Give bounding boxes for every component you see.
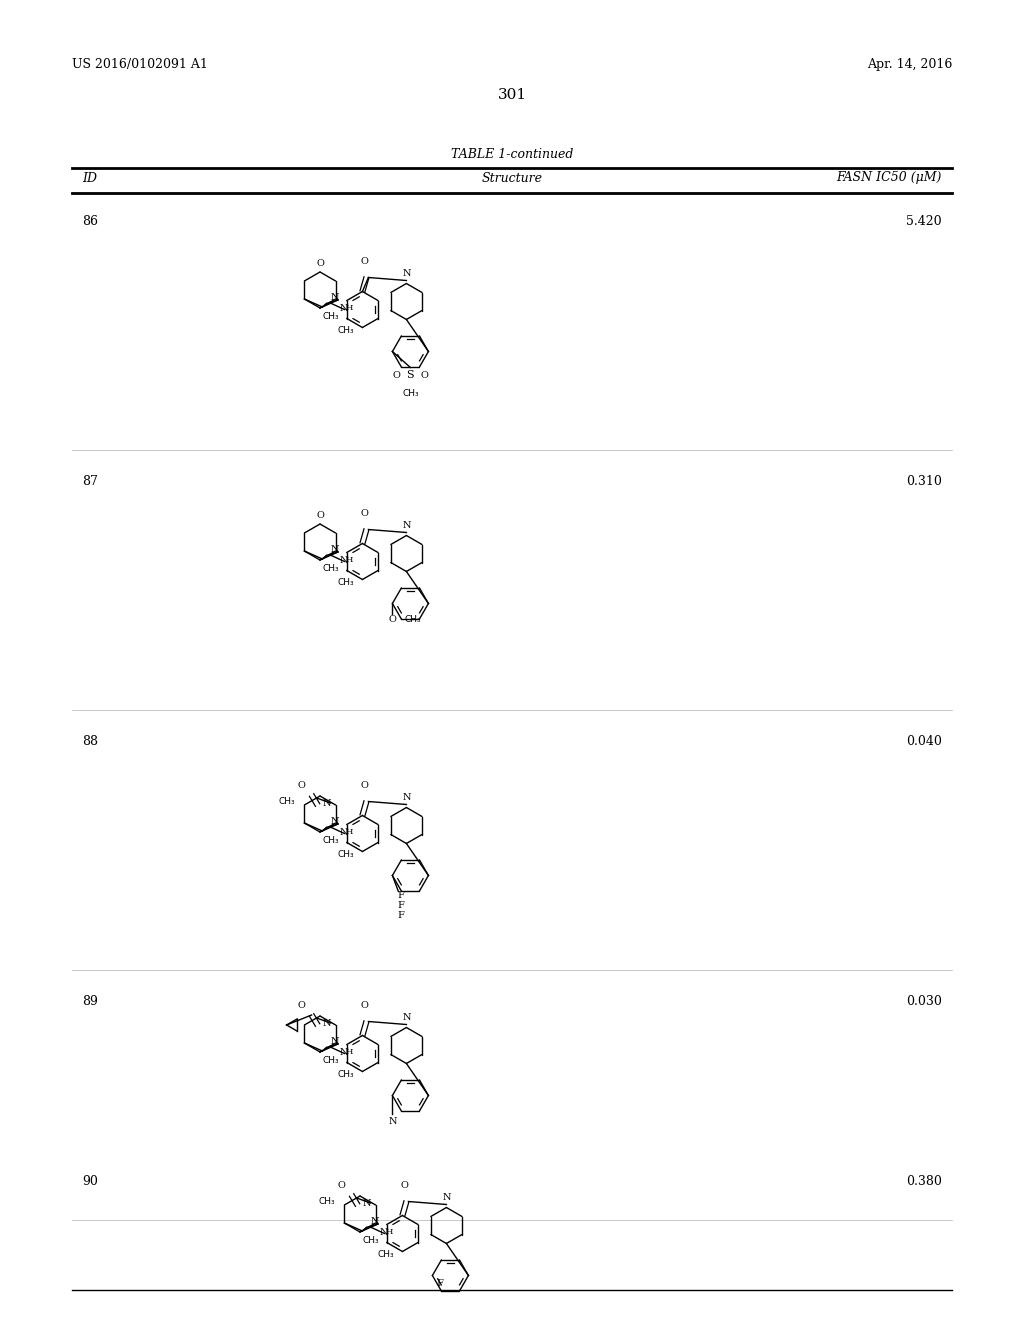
- Text: N: N: [331, 817, 339, 825]
- Text: 0.380: 0.380: [906, 1175, 942, 1188]
- Text: O: O: [316, 259, 324, 268]
- Text: O: O: [316, 511, 324, 520]
- Text: H: H: [346, 1048, 353, 1056]
- Text: 87: 87: [82, 475, 98, 488]
- Text: CH₃: CH₃: [404, 615, 421, 624]
- Text: N: N: [380, 1228, 388, 1237]
- Text: F: F: [397, 902, 403, 909]
- Text: F: F: [397, 911, 403, 920]
- Text: O: O: [360, 508, 369, 517]
- Text: N: N: [402, 1014, 411, 1023]
- Text: N: N: [340, 828, 348, 837]
- Text: 301: 301: [498, 88, 526, 102]
- Text: F: F: [397, 891, 403, 900]
- Text: N: N: [340, 304, 348, 313]
- Text: N: N: [323, 799, 331, 808]
- Text: FASN IC50 (μM): FASN IC50 (μM): [837, 172, 942, 185]
- Text: 5.420: 5.420: [906, 215, 942, 228]
- Text: CH₃: CH₃: [362, 1236, 379, 1245]
- Text: H: H: [346, 304, 353, 312]
- Text: CH₃: CH₃: [323, 564, 339, 573]
- Text: N: N: [402, 521, 411, 531]
- Text: N: N: [371, 1217, 379, 1225]
- Text: US 2016/0102091 A1: US 2016/0102091 A1: [72, 58, 208, 71]
- Text: O: O: [360, 256, 369, 265]
- Text: 0.030: 0.030: [906, 995, 942, 1008]
- Text: O: O: [360, 780, 369, 789]
- Text: N: N: [340, 556, 348, 565]
- Text: ID: ID: [82, 172, 97, 185]
- Text: CH₃: CH₃: [338, 326, 354, 335]
- Text: O: O: [421, 371, 428, 380]
- Text: O: O: [298, 780, 305, 789]
- Text: CH₃: CH₃: [378, 1250, 394, 1259]
- Text: N: N: [402, 793, 411, 803]
- Text: H: H: [386, 1228, 393, 1236]
- Text: O: O: [360, 1001, 369, 1010]
- Text: 88: 88: [82, 735, 98, 748]
- Text: 90: 90: [82, 1175, 98, 1188]
- Text: N: N: [331, 544, 339, 553]
- Text: TABLE 1-continued: TABLE 1-continued: [451, 148, 573, 161]
- Text: O: O: [400, 1180, 409, 1189]
- Text: F: F: [436, 1279, 443, 1288]
- Text: 0.040: 0.040: [906, 735, 942, 748]
- Text: N: N: [402, 269, 411, 279]
- Text: N: N: [388, 1118, 396, 1126]
- Text: N: N: [442, 1193, 451, 1203]
- Text: CH₃: CH₃: [323, 836, 339, 845]
- Text: CH₃: CH₃: [338, 850, 354, 859]
- Text: H: H: [346, 828, 353, 836]
- Text: CH₃: CH₃: [318, 1196, 336, 1205]
- Text: N: N: [331, 1036, 339, 1045]
- Text: N: N: [340, 1048, 348, 1057]
- Text: CH₃: CH₃: [279, 796, 296, 805]
- Text: N: N: [331, 293, 339, 301]
- Text: 89: 89: [82, 995, 98, 1008]
- Text: O: O: [338, 1180, 345, 1189]
- Text: O: O: [388, 615, 396, 624]
- Text: O: O: [298, 1001, 305, 1010]
- Text: CH₃: CH₃: [323, 312, 339, 321]
- Text: CH₃: CH₃: [338, 578, 354, 587]
- Text: CH₃: CH₃: [323, 1056, 339, 1065]
- Text: O: O: [392, 371, 400, 380]
- Text: S: S: [407, 371, 415, 380]
- Text: N: N: [323, 1019, 331, 1027]
- Text: N: N: [362, 1199, 371, 1208]
- Text: 86: 86: [82, 215, 98, 228]
- Text: H: H: [346, 556, 353, 564]
- Text: Structure: Structure: [481, 172, 543, 185]
- Text: CH₃: CH₃: [402, 389, 419, 399]
- Text: 0.310: 0.310: [906, 475, 942, 488]
- Text: CH₃: CH₃: [338, 1071, 354, 1078]
- Text: Apr. 14, 2016: Apr. 14, 2016: [866, 58, 952, 71]
